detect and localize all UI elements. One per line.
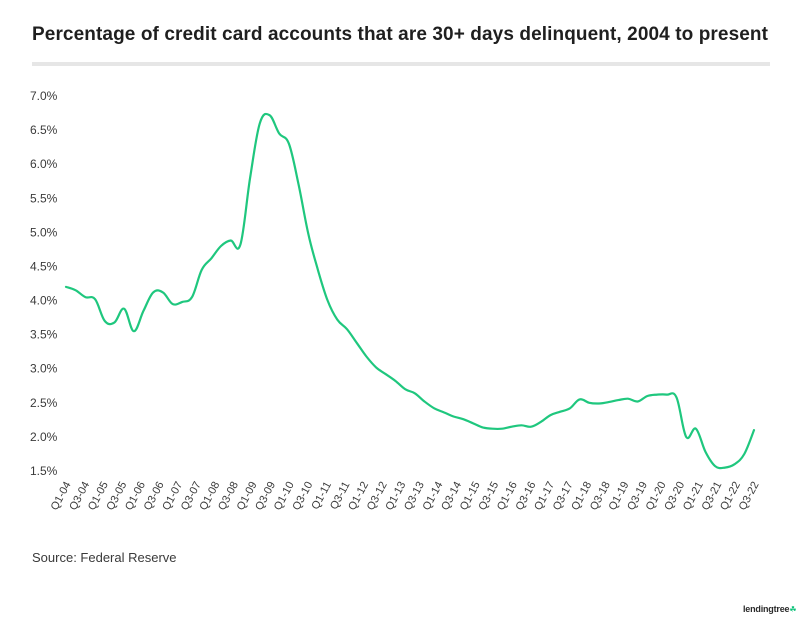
- y-tick-label: 7.0%: [30, 89, 58, 103]
- y-tick-label: 4.0%: [30, 294, 58, 308]
- title-divider: [32, 62, 770, 66]
- y-tick-label: 4.5%: [30, 259, 58, 273]
- line-chart: 1.5% 2.0% 2.5% 3.0% 3.5% 4.0% 4.5% 5.0% 5.5% 6.0%…: [30, 89, 762, 513]
- y-tick-label: 5.5%: [30, 191, 58, 205]
- y-tick-label: 3.0%: [30, 362, 58, 376]
- x-axis: Q1-04Q3-04Q1-05Q3-05Q1-06Q3-06Q1-07Q3-07…: [49, 480, 762, 513]
- series-group: [64, 112, 756, 470]
- y-tick-label: 6.0%: [30, 157, 58, 171]
- y-tick-label: 2.0%: [30, 430, 58, 444]
- y-axis: 1.5% 2.0% 2.5% 3.0% 3.5% 4.0% 4.5% 5.0% 5.5% 6.0%…: [30, 89, 58, 478]
- series-line: [64, 112, 756, 470]
- leaf-icon: ☘: [789, 605, 797, 614]
- y-tick-label: 6.5%: [30, 123, 58, 137]
- logo-text: lendingtree: [743, 604, 790, 614]
- source-note: Source: Federal Reserve: [32, 550, 177, 565]
- lendingtree-logo: lendingtree☘: [743, 604, 796, 614]
- y-tick-label: 3.5%: [30, 328, 58, 342]
- chart-title: Percentage of credit card accounts that …: [32, 24, 769, 45]
- y-tick-label: 1.5%: [30, 464, 58, 478]
- y-tick-label: 5.0%: [30, 225, 58, 239]
- y-tick-label: 2.5%: [30, 396, 58, 410]
